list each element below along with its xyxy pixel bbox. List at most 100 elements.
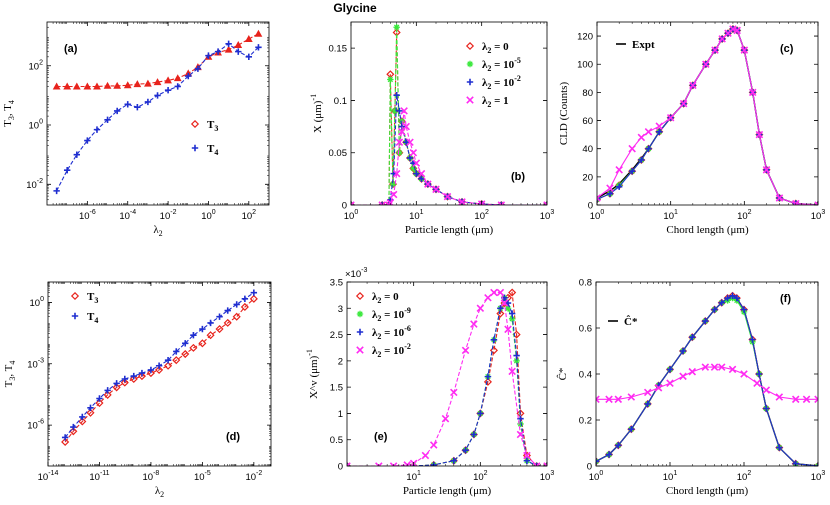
panel-d-series-1-point-10: [147, 366, 155, 374]
panel-a-series-1-point-8: [134, 103, 141, 111]
panel-a-series-0-point-2: [72, 82, 81, 90]
panel-c-ytick-label-5: 100: [577, 60, 593, 71]
panel-e-series-3-point-8: [450, 388, 458, 397]
panel-b-legend-label-2: λ2​ = 10-2​: [482, 74, 521, 91]
panel-a-series-0-point-5: [103, 81, 112, 89]
panel-d-series-0-point-6: [112, 383, 121, 392]
panel-a-series-0-point-18: [234, 41, 243, 49]
panel-a-series-0-line: [56, 33, 259, 88]
panel-d-legend: T3​T4​: [70, 291, 98, 325]
panel-c-ytick-label-2: 40: [582, 144, 593, 155]
panel-b-series-0-point-10: [405, 153, 415, 162]
panel-e-ytick-label-4: 2: [338, 356, 343, 367]
panel-b-legend-swatch-0: [465, 41, 475, 51]
panel-c-series-4-point-15: [733, 26, 741, 35]
panel-f-series-3-point-4: [644, 400, 651, 408]
panel-b-series-1-point-6: [393, 24, 400, 31]
panel-e-legend-label-3: λ2​ = 10-2​: [372, 342, 411, 359]
panel-b-legend-swatch-3: [466, 96, 474, 104]
panel-d-series-0-point-10: [146, 369, 155, 378]
panel-a-series-1-point-3: [84, 137, 91, 144]
panel-a-xlabel: λ2​: [153, 224, 162, 238]
panel-f-series-3-point-6: [666, 366, 674, 373]
panel-c-plot-area: [597, 24, 818, 205]
panel-f-series-3-point-17: [755, 370, 763, 378]
panel-d-series-0-point-21: [240, 302, 249, 312]
panel-e-legend: λ2​ = 0λ2​ = 10-9​λ2​ = 10-6​λ2​ = 10-2​: [355, 291, 411, 359]
panel-f-series-4-point-18: [802, 395, 811, 404]
panel-b-series-2-point-11: [413, 170, 420, 177]
panel-f-series-4-point-15: [762, 386, 771, 394]
panel-d-series-0-point-17: [206, 331, 215, 340]
panel-a-ylabel: T3​, T4​: [2, 100, 16, 127]
panel-a-label: (a): [64, 43, 78, 55]
panel-c-series-3-point-1: [606, 190, 614, 197]
panel-f-ytick-label-2: 0.4: [579, 370, 592, 381]
panel-d-series-0-point-16: [198, 339, 207, 348]
panel-d-series-1-point-19: [224, 307, 231, 314]
panel-b-series-3-point-12: [412, 159, 421, 167]
panel-e-xtick-label-0: 101: [406, 470, 421, 483]
panel-e-series-1-point-14: [517, 420, 524, 428]
panel-e-series-3-point-15: [500, 299, 509, 307]
panel-c-ytick-label-4: 80: [582, 88, 593, 99]
panel-c-series-3-point-2: [615, 183, 623, 190]
panel-e-series-2-point-14: [517, 415, 524, 422]
panel-a-legend: T3​ T4​: [190, 119, 218, 157]
panel-e-legend-swatch-3: [356, 346, 364, 354]
panel-a-xtick-label-0: 10-6: [79, 209, 96, 222]
panel-f-series-4-point-5: [654, 384, 663, 392]
panel-b-legend: λ2​ = 0λ2​ = 10-5​λ2​ = 10-2​ λ2​ = 1: [465, 41, 521, 109]
panel-d-series-1-point-15: [190, 331, 197, 339]
panel-d-series-0-point-14: [181, 349, 190, 359]
panel-b-series-3-point-4: [389, 190, 398, 199]
panel-b: 100 101 102 103 0 0.05 0.1 0.15 Particle length …: [309, 21, 554, 236]
panel-f-legend: Ĉ*: [608, 315, 638, 328]
panel-f-series-3-line: [596, 295, 818, 466]
panel-e-label: (e): [374, 431, 388, 443]
panel-c-series-4-point-20: [775, 194, 784, 202]
panel-f-plot-area: [596, 291, 818, 466]
panel-b-ytick-label-1: 0.05: [329, 148, 348, 159]
panel-c-label: (c): [780, 43, 794, 55]
panel-a-ytick-label-0: 10-2: [26, 178, 43, 191]
panel-b-label: (b): [511, 171, 525, 183]
panel-e-ytick-label-2: 1: [338, 409, 343, 420]
panel-d-plot-area: [61, 289, 258, 447]
panel-b-ticks: [350, 22, 548, 206]
panel-d-legend-swatch-1: [71, 312, 79, 320]
panel-f-series-3-point-14: [733, 294, 741, 302]
panel-f-series-3-point-2: [615, 442, 622, 449]
panel-f-series-3-point-1: [605, 451, 613, 458]
panel-a-series-1-point-13: [185, 72, 192, 80]
panel-e-series-1-point-11: [504, 305, 512, 312]
panel-f-series-3-point-16: [749, 336, 756, 343]
panel-c-series-3-point-6: [656, 128, 663, 135]
panel-f-ytick-label-1: 0.2: [579, 416, 592, 427]
panel-f-series-4-point-11: [717, 363, 726, 371]
panel-d-series-1-point-11: [155, 362, 163, 369]
panel-d-series-0-point-11: [155, 365, 164, 374]
panel-f-ytick-label-4: 0.8: [579, 278, 592, 289]
panel-e-series-3-point-9: [461, 346, 470, 355]
panel-e-series-3-point-11: [476, 304, 485, 313]
panel-a-series-0-point-12: [173, 74, 182, 82]
panel-d-series-1-point-17: [207, 319, 214, 327]
panel-c-axes-box: [596, 21, 819, 206]
panel-b-legend-swatch-1: [466, 60, 474, 68]
panel-e-series-2-point-4: [462, 447, 469, 454]
panel-c-series-4-point-17: [748, 88, 757, 97]
panel-b-series-2-point-9: [406, 154, 414, 162]
panel-c-series-4-point-12: [718, 35, 726, 43]
panel-f-series-3-point-12: [724, 294, 731, 302]
panel-b-series-2-point-6: [396, 107, 403, 115]
panel-e-series-1-point-13: [513, 357, 520, 365]
panel-a-series-0-point-3: [83, 82, 92, 90]
panel-d-series-0-point-12: [164, 361, 173, 370]
panel-a-series-0-point-4: [93, 82, 101, 90]
panel-e-ytick-label-0: 0: [338, 462, 343, 473]
panel-f-series-3-point-7: [679, 347, 687, 355]
panel-b-series-3-point-5: [392, 169, 401, 178]
panel-d-series-0-point-19: [223, 318, 232, 327]
